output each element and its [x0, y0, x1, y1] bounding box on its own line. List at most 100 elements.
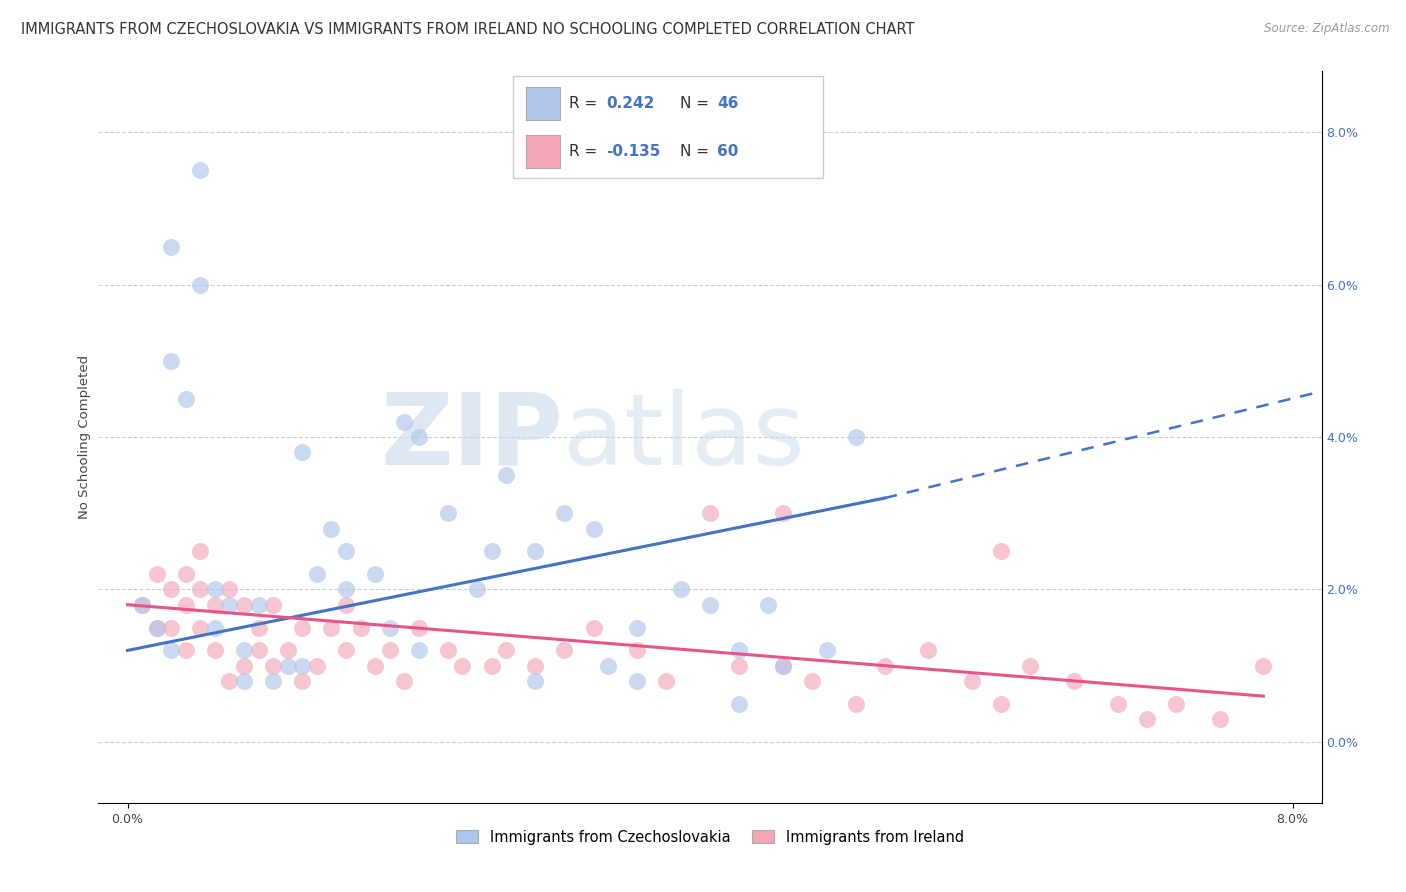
- Point: [188, 621, 211, 635]
- Text: IMMIGRANTS FROM CZECHOSLOVAKIA VS IMMIGRANTS FROM IRELAND NO SCHOOLING COMPLETED: IMMIGRANTS FROM CZECHOSLOVAKIA VS IMMIGR…: [21, 22, 914, 37]
- FancyBboxPatch shape: [526, 136, 560, 168]
- Point: [553, 506, 575, 520]
- Point: [626, 643, 648, 657]
- Point: [465, 582, 488, 597]
- Point: [1253, 658, 1275, 673]
- Point: [131, 598, 153, 612]
- Text: -0.135: -0.135: [606, 145, 661, 160]
- Point: [596, 658, 619, 673]
- Point: [174, 598, 197, 612]
- Text: atlas: atlas: [564, 389, 804, 485]
- Point: [392, 415, 415, 429]
- Point: [291, 621, 314, 635]
- Point: [247, 643, 270, 657]
- Point: [626, 621, 648, 635]
- Point: [524, 544, 547, 558]
- Point: [247, 598, 270, 612]
- Point: [204, 621, 226, 635]
- Point: [495, 643, 517, 657]
- Point: [233, 673, 256, 688]
- Point: [990, 544, 1012, 558]
- Point: [1164, 697, 1187, 711]
- Point: [174, 392, 197, 406]
- Point: [160, 621, 183, 635]
- Legend: Immigrants from Czechoslovakia, Immigrants from Ireland: Immigrants from Czechoslovakia, Immigran…: [450, 823, 970, 850]
- Point: [233, 643, 256, 657]
- Point: [335, 582, 357, 597]
- Point: [524, 673, 547, 688]
- Point: [524, 658, 547, 673]
- Point: [204, 582, 226, 597]
- Point: [204, 643, 226, 657]
- Point: [873, 658, 896, 673]
- Point: [262, 598, 284, 612]
- Point: [728, 643, 751, 657]
- Point: [582, 521, 605, 535]
- Point: [335, 643, 357, 657]
- Point: [1208, 712, 1230, 726]
- Point: [145, 621, 167, 635]
- Point: [845, 697, 868, 711]
- Text: ZIP: ZIP: [381, 389, 564, 485]
- Point: [917, 643, 939, 657]
- Point: [553, 643, 575, 657]
- Point: [728, 697, 751, 711]
- Point: [960, 673, 983, 688]
- Point: [756, 598, 779, 612]
- Point: [990, 697, 1012, 711]
- Point: [233, 598, 256, 612]
- FancyBboxPatch shape: [526, 87, 560, 120]
- Point: [291, 445, 314, 459]
- Point: [160, 582, 183, 597]
- Point: [392, 673, 415, 688]
- Point: [188, 544, 211, 558]
- Point: [408, 643, 430, 657]
- Point: [305, 567, 328, 582]
- Point: [262, 658, 284, 673]
- Point: [174, 643, 197, 657]
- Point: [451, 658, 474, 673]
- Point: [160, 643, 183, 657]
- Point: [305, 658, 328, 673]
- Point: [349, 621, 371, 635]
- Point: [481, 544, 503, 558]
- Point: [364, 567, 387, 582]
- Point: [772, 658, 794, 673]
- Point: [364, 658, 387, 673]
- Point: [655, 673, 678, 688]
- Point: [408, 430, 430, 444]
- Point: [204, 598, 226, 612]
- Point: [699, 506, 721, 520]
- Point: [262, 673, 284, 688]
- Point: [626, 673, 648, 688]
- Point: [408, 621, 430, 635]
- Point: [1136, 712, 1159, 726]
- Point: [800, 673, 823, 688]
- Point: [1107, 697, 1129, 711]
- Point: [233, 658, 256, 673]
- Point: [188, 582, 211, 597]
- Point: [728, 658, 751, 673]
- Point: [321, 621, 343, 635]
- FancyBboxPatch shape: [513, 76, 823, 178]
- Text: 60: 60: [717, 145, 738, 160]
- Point: [437, 506, 460, 520]
- Point: [247, 621, 270, 635]
- Text: Source: ZipAtlas.com: Source: ZipAtlas.com: [1264, 22, 1389, 36]
- Point: [378, 643, 401, 657]
- Point: [495, 468, 517, 483]
- Point: [131, 598, 153, 612]
- Point: [378, 621, 401, 635]
- Point: [845, 430, 868, 444]
- Point: [160, 354, 183, 368]
- Point: [335, 598, 357, 612]
- Point: [160, 239, 183, 253]
- Point: [218, 673, 240, 688]
- Point: [188, 277, 211, 292]
- Text: 46: 46: [717, 96, 738, 111]
- Point: [291, 658, 314, 673]
- Y-axis label: No Schooling Completed: No Schooling Completed: [79, 355, 91, 519]
- Text: R =: R =: [569, 145, 602, 160]
- Text: R =: R =: [569, 96, 602, 111]
- Point: [772, 658, 794, 673]
